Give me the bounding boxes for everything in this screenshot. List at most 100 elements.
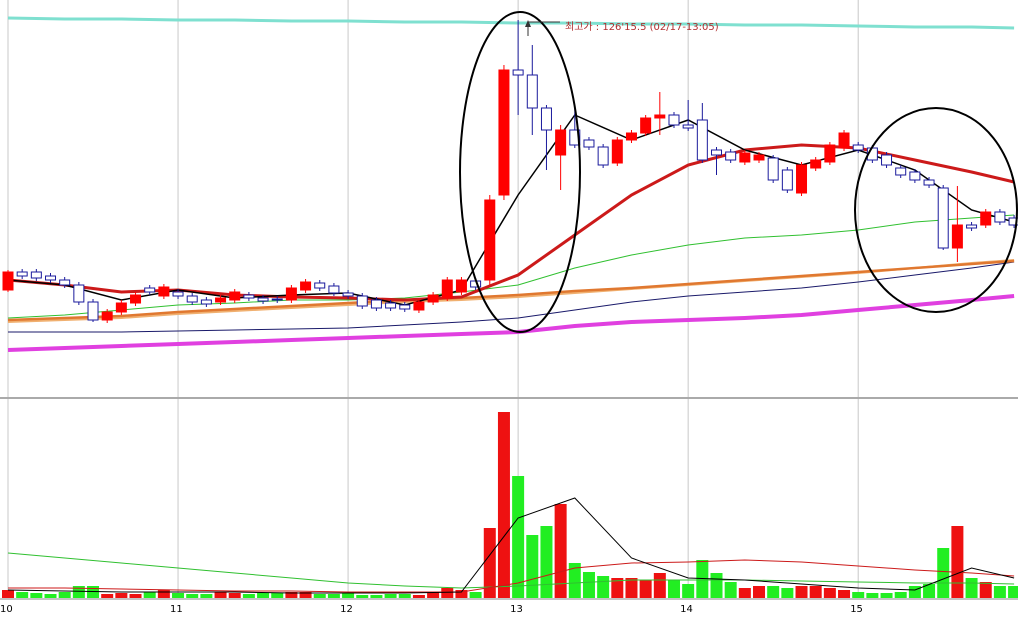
- candle-body: [937, 187, 949, 249]
- x-tick-label: 14: [680, 604, 693, 615]
- volume-bar: [257, 593, 270, 598]
- x-tick-label: 12: [340, 604, 353, 615]
- volume-bar: [342, 593, 355, 598]
- volume-bar: [710, 573, 723, 598]
- volume-bar: [483, 528, 496, 598]
- candle-body: [951, 224, 963, 249]
- candle-body: [73, 284, 85, 303]
- volume-bar: [937, 548, 950, 598]
- volume-bar: [781, 588, 794, 598]
- candle-body: [399, 304, 411, 310]
- candle-body: [285, 287, 297, 301]
- volume-bar: [682, 584, 695, 598]
- ellipse: [459, 11, 581, 333]
- volume-bar: [129, 594, 142, 598]
- candle-body: [640, 117, 652, 134]
- candle-body: [59, 279, 71, 286]
- candle-body: [881, 154, 893, 166]
- candle-body: [512, 69, 524, 76]
- candle-body: [300, 281, 312, 291]
- candle-body: [696, 119, 708, 161]
- candle-body: [158, 286, 170, 297]
- volume-bar: [299, 592, 312, 598]
- volume-bar: [554, 504, 567, 598]
- candle-body: [356, 295, 368, 307]
- candle-body: [441, 279, 453, 299]
- volume-bar: [512, 476, 525, 598]
- volume-bar: [795, 586, 808, 598]
- candle-body: [682, 124, 694, 129]
- volume-bar: [44, 594, 57, 598]
- volume-bar: [838, 590, 851, 598]
- candle-body: [725, 151, 737, 161]
- volume-bar: [370, 595, 383, 598]
- volume-bar: [441, 588, 454, 598]
- candle-body: [796, 164, 808, 194]
- candle-body: [923, 179, 935, 186]
- candle-body: [172, 291, 184, 297]
- volume-bar: [356, 595, 369, 598]
- volume-bar: [172, 593, 185, 598]
- candle-body: [413, 301, 425, 311]
- annotation-arrowhead: [525, 20, 531, 27]
- annotation: 최고가 : 126'15.5 (02/17-13:05): [565, 21, 719, 33]
- volume-bar: [724, 582, 737, 598]
- volume-bar: [597, 576, 610, 598]
- volume-bar: [696, 560, 709, 598]
- candle-body: [30, 271, 42, 279]
- volume-bar: [540, 526, 553, 598]
- volume-bar: [242, 594, 255, 598]
- volume-bar: [568, 563, 581, 598]
- volume-bar: [271, 593, 284, 598]
- candle-body: [980, 211, 992, 226]
- candle-body: [555, 129, 567, 156]
- volume-bar: [228, 593, 241, 598]
- volume-bar: [809, 586, 822, 598]
- candle-body: [271, 298, 283, 301]
- candle-body: [385, 302, 397, 309]
- candle-body: [1008, 217, 1018, 226]
- volume-bar: [653, 573, 666, 598]
- volume-bar: [186, 594, 199, 598]
- volume-bar: [313, 594, 326, 598]
- candle-body: [229, 291, 241, 301]
- candle-body: [966, 224, 978, 229]
- volume-bar: [143, 592, 156, 598]
- candle-body: [2, 271, 14, 291]
- volume-bar: [894, 592, 907, 598]
- volume-bar: [72, 586, 85, 598]
- volume-bar: [214, 592, 227, 598]
- volume-bar: [497, 412, 510, 598]
- candle-body: [257, 297, 269, 302]
- candle-body: [852, 144, 864, 151]
- candle-body: [583, 139, 595, 148]
- volume-bar: [58, 592, 71, 598]
- volume-bar: [469, 592, 482, 598]
- volume-bar: [753, 586, 766, 598]
- x-tick-label: 11: [170, 604, 183, 615]
- candle-body: [130, 294, 142, 304]
- candle-body: [838, 132, 850, 149]
- ma-line: [7, 497, 1015, 594]
- volume-bar: [157, 590, 170, 598]
- ellipse-marks: [459, 11, 1018, 333]
- volume-bar: [582, 572, 595, 598]
- candle-body: [484, 199, 496, 281]
- candle-body: [314, 282, 326, 289]
- volume-bar: [526, 535, 539, 598]
- candle-body: [16, 271, 28, 277]
- candle-body: [668, 114, 680, 126]
- candle-body: [611, 139, 623, 164]
- candle-body: [711, 149, 722, 156]
- volume-bar: [738, 588, 751, 598]
- candle-body: [455, 279, 467, 293]
- candle-body: [895, 167, 907, 176]
- volume-bar: [979, 582, 992, 598]
- candle-body: [45, 275, 57, 281]
- volume-bar: [667, 580, 680, 598]
- candle-body: [569, 129, 581, 146]
- volume-bar: [866, 593, 879, 598]
- candle-body: [767, 157, 779, 181]
- candle-body: [739, 152, 751, 163]
- volume: [2, 412, 1018, 598]
